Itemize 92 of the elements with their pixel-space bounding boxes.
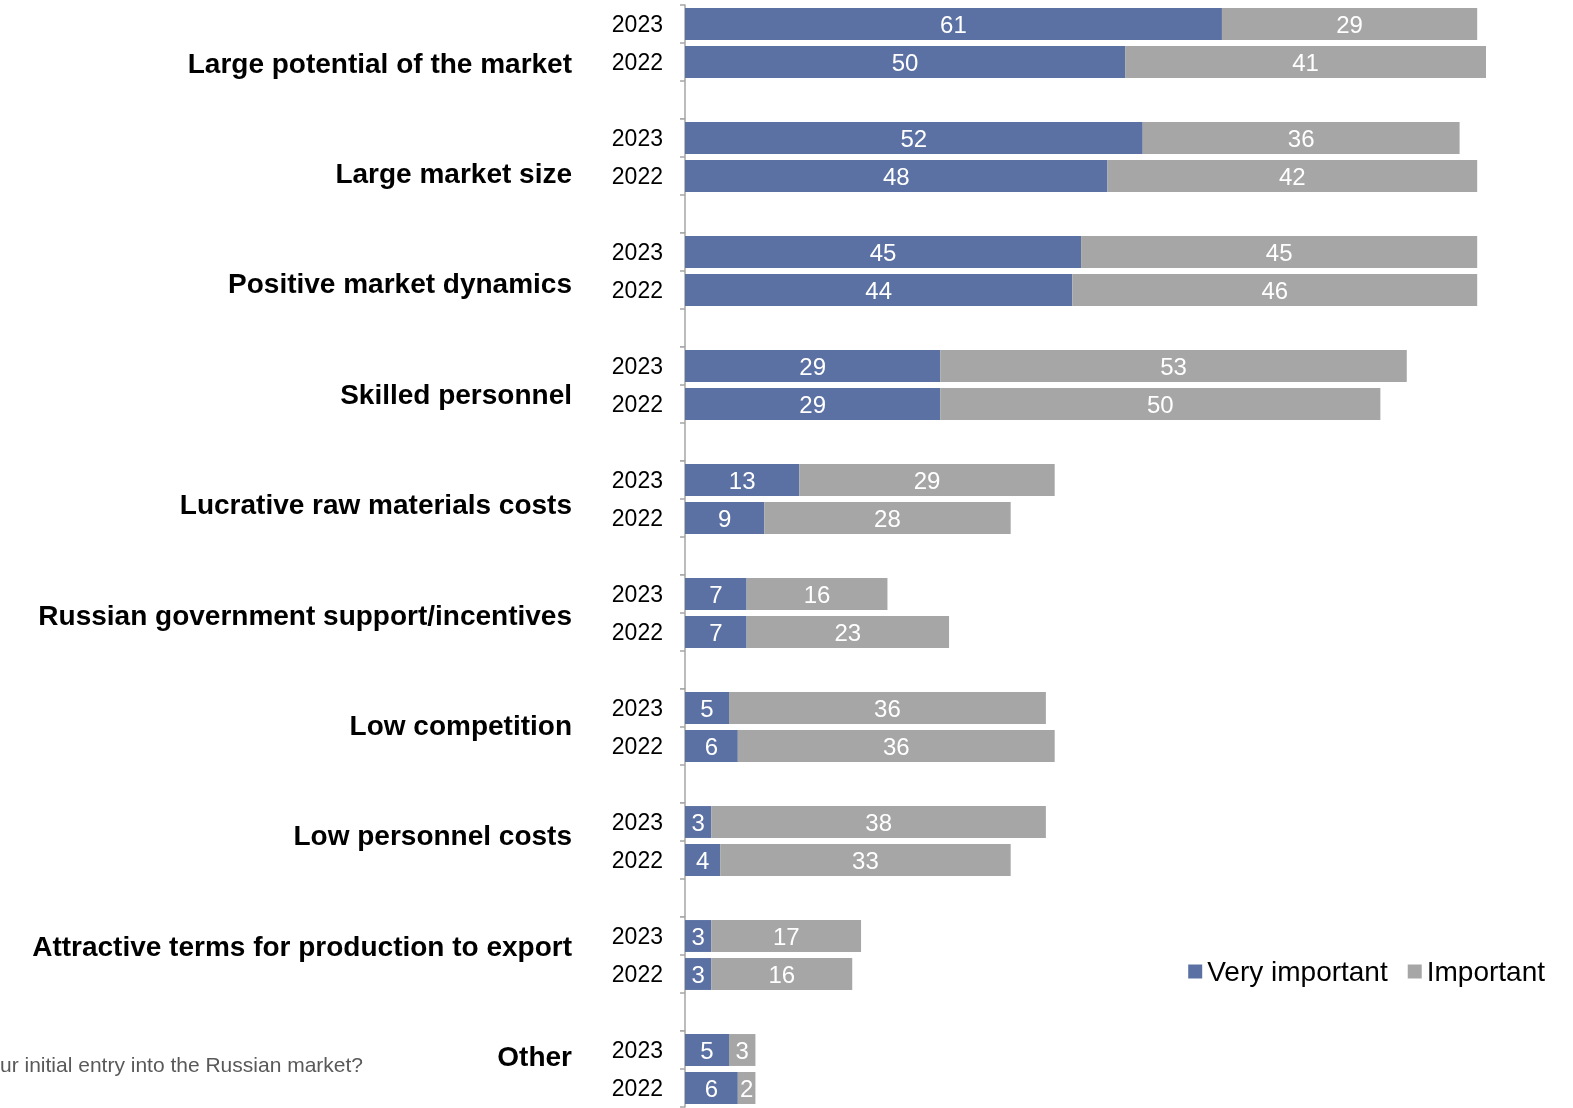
legend-label: Important bbox=[1426, 956, 1546, 987]
y-tick-label: 2023 bbox=[611, 1037, 663, 1063]
data-label: 33 bbox=[852, 846, 879, 874]
data-label: 16 bbox=[803, 580, 831, 608]
text: Russian government support/incentives bbox=[38, 599, 572, 631]
text: Positive market dynamics bbox=[228, 268, 573, 300]
data-label: 29 bbox=[799, 352, 826, 380]
bar bbox=[685, 8, 1222, 40]
y-tick-label: 2022 bbox=[611, 961, 663, 987]
y-tick-label: 2023 bbox=[611, 11, 663, 37]
y-tick-label: 2023 bbox=[611, 923, 663, 949]
data-label: 38 bbox=[865, 808, 892, 836]
data-label: 3 bbox=[691, 808, 705, 836]
data-label: 13 bbox=[728, 466, 756, 494]
y-tick-label: 2023 bbox=[611, 239, 663, 265]
bar bbox=[685, 464, 800, 496]
data-label: 7 bbox=[709, 580, 723, 608]
data-label: 41 bbox=[1292, 48, 1319, 76]
data-label: 7 bbox=[709, 618, 723, 646]
data-label: 23 bbox=[834, 618, 862, 646]
text: Large potential of the market bbox=[187, 47, 573, 79]
data-label: 53 bbox=[1160, 352, 1187, 380]
text: Lucrative raw materials costs bbox=[179, 489, 573, 521]
y-tick-label: 2022 bbox=[611, 847, 663, 873]
data-label: 45 bbox=[869, 238, 897, 266]
bar bbox=[764, 502, 1011, 534]
bar bbox=[685, 730, 738, 762]
text: ur initial entry into the Russian market? bbox=[0, 1053, 363, 1076]
data-label: 29 bbox=[1336, 10, 1363, 38]
bar bbox=[1125, 46, 1486, 78]
bar bbox=[685, 46, 1126, 78]
data-label: 28 bbox=[874, 504, 901, 532]
y-tick-label: 2022 bbox=[611, 391, 663, 417]
legend-label: Very important bbox=[1207, 956, 1388, 987]
bar bbox=[799, 464, 1055, 496]
data-label: 2 bbox=[739, 1074, 754, 1102]
bar bbox=[685, 844, 721, 876]
y-tick-label: 2022 bbox=[611, 277, 663, 303]
data-label: 29 bbox=[799, 390, 826, 418]
data-label: 3 bbox=[735, 1036, 749, 1064]
data-label: 4 bbox=[695, 846, 710, 874]
bar bbox=[729, 692, 1046, 724]
y-tick-label: 2022 bbox=[611, 49, 663, 75]
data-label: 5 bbox=[700, 694, 714, 722]
data-label: 3 bbox=[691, 960, 705, 988]
y-tick-label: 2023 bbox=[611, 809, 663, 835]
y-tick-label: 2023 bbox=[611, 125, 663, 151]
bar bbox=[1142, 122, 1460, 154]
bar bbox=[737, 730, 1055, 762]
data-label: 36 bbox=[882, 732, 910, 760]
data-label: 50 bbox=[891, 48, 919, 76]
data-label: 9 bbox=[717, 504, 732, 532]
data-label: 29 bbox=[913, 466, 941, 494]
text: Low competition bbox=[349, 709, 573, 741]
bar bbox=[711, 806, 1046, 838]
data-label: 17 bbox=[772, 922, 800, 950]
bar bbox=[685, 160, 1108, 192]
data-label: 6 bbox=[704, 1074, 719, 1102]
data-label: 48 bbox=[882, 162, 910, 190]
text: Large market size bbox=[335, 157, 573, 189]
bar bbox=[685, 692, 730, 724]
text: Skilled personnel bbox=[340, 378, 573, 410]
data-label: 44 bbox=[865, 276, 892, 304]
bar bbox=[1221, 8, 1478, 40]
y-tick-label: 2022 bbox=[611, 619, 663, 645]
data-label: 45 bbox=[1265, 238, 1293, 266]
bar bbox=[685, 122, 1143, 154]
y-tick-label: 2023 bbox=[611, 695, 663, 721]
chart-title: Other bbox=[497, 1041, 573, 1073]
y-tick-label: 2022 bbox=[611, 733, 663, 759]
bar bbox=[720, 844, 1011, 876]
y-tick-label: 2022 bbox=[611, 1075, 663, 1101]
data-label: 46 bbox=[1261, 276, 1289, 304]
data-label: 61 bbox=[940, 10, 967, 38]
text: Low personnel costs bbox=[293, 820, 572, 852]
y-tick-label: 2023 bbox=[611, 467, 663, 493]
y-tick-label: 2023 bbox=[611, 353, 663, 379]
data-label: 16 bbox=[768, 960, 796, 988]
y-tick-label: 2022 bbox=[611, 505, 663, 531]
data-label: 36 bbox=[1287, 124, 1315, 152]
y-tick-label: 2023 bbox=[611, 581, 663, 607]
data-label: 52 bbox=[900, 124, 928, 152]
bar bbox=[685, 502, 765, 534]
data-label: 50 bbox=[1146, 390, 1174, 418]
data-label: 6 bbox=[704, 732, 719, 760]
data-label: 42 bbox=[1279, 162, 1306, 190]
data-label: 3 bbox=[691, 922, 705, 950]
bar bbox=[1107, 160, 1478, 192]
y-tick-label: 2022 bbox=[611, 163, 663, 189]
data-label: 5 bbox=[700, 1036, 714, 1064]
data-label: 36 bbox=[874, 694, 901, 722]
text: Attractive terms for production to export bbox=[32, 930, 573, 962]
